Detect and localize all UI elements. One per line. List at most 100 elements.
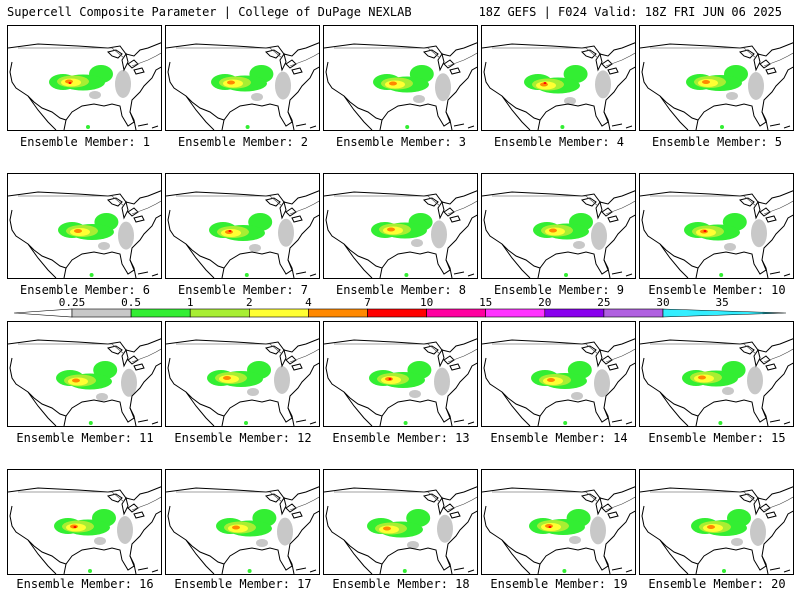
- member-number: 2: [300, 135, 308, 149]
- coastline: [769, 567, 791, 573]
- member-caption-label: Ensemble Member:: [493, 283, 610, 297]
- scp-orange-area: [702, 80, 710, 84]
- national-border: [650, 195, 793, 215]
- member-caption: Ensemble Member: 13: [322, 431, 480, 445]
- coastline: [611, 419, 633, 425]
- scp-grey-area: [274, 366, 290, 394]
- scp-grey-area: [247, 388, 259, 396]
- scp-grey-area: [407, 541, 419, 549]
- scp-green-area: [563, 65, 588, 83]
- coastline: [129, 259, 137, 278]
- coastline: [185, 95, 225, 130]
- scp-green-area: [405, 125, 410, 129]
- member-number: 13: [455, 431, 470, 445]
- scp-green-area: [244, 421, 248, 425]
- ensemble-map-panel: [481, 321, 636, 427]
- member-caption-label: Ensemble Member:: [648, 577, 764, 591]
- colorbar-tick-label: 4: [305, 296, 312, 309]
- great-lakes: [265, 345, 303, 371]
- member-caption: Ensemble Member: 1: [6, 135, 164, 149]
- scp-orange-area: [707, 525, 715, 529]
- member-caption-label: Ensemble Member:: [174, 431, 290, 445]
- great-lakes: [423, 49, 461, 75]
- scp-orange-area: [389, 81, 397, 86]
- member-caption: Ensemble Member: 7: [164, 283, 322, 297]
- great-lakes: [581, 345, 619, 371]
- member-caption-label: Ensemble Member:: [177, 135, 294, 149]
- national-border: [650, 491, 793, 511]
- scp-grey-area: [571, 392, 583, 400]
- scp-grey-area: [564, 97, 576, 105]
- member-caption-label: Ensemble Member:: [19, 135, 136, 149]
- scp-grey-area: [726, 92, 738, 100]
- member-caption: Ensemble Member: 14: [480, 431, 638, 445]
- member-caption: Ensemble Member: 11: [6, 431, 164, 445]
- member-number: 12: [297, 431, 312, 445]
- scp-orange-area: [232, 525, 240, 530]
- map-canvas: [324, 42, 477, 130]
- scp-grey-area: [437, 514, 453, 543]
- map-canvas: [640, 190, 793, 278]
- coastline: [185, 539, 225, 574]
- colorbar-segment: [426, 308, 487, 318]
- member-number: 4: [616, 135, 624, 149]
- scp-grey-area: [573, 241, 585, 249]
- scp-grey-area: [435, 73, 451, 102]
- scp-green-area: [562, 569, 567, 573]
- member-caption: Ensemble Member: 10: [638, 283, 796, 297]
- scp-grey-area: [409, 390, 421, 398]
- coastline: [603, 111, 611, 130]
- ensemble-map-panel: [165, 321, 320, 427]
- scp-green-area: [88, 569, 92, 573]
- scp-grey-area: [747, 366, 763, 395]
- coastline: [343, 95, 383, 130]
- member-caption-label: Ensemble Member:: [648, 431, 764, 445]
- colorbar-segment: [662, 308, 787, 318]
- scp-green-area: [403, 421, 408, 425]
- coastline: [343, 539, 383, 574]
- scp-grey-area: [434, 367, 450, 396]
- member-number: 8: [458, 283, 466, 297]
- member-caption: Ensemble Member: 6: [6, 283, 164, 297]
- ensemble-map-panel: [165, 25, 320, 131]
- member-caption-label: Ensemble Member:: [332, 577, 448, 591]
- coastline: [453, 567, 475, 573]
- coastline: [185, 391, 225, 426]
- colorbar-segment: [189, 308, 250, 318]
- ensemble-map-panel: [323, 25, 478, 131]
- coastline: [761, 259, 769, 278]
- great-lakes: [581, 197, 619, 223]
- coastline: [27, 95, 67, 130]
- scp-orange-area: [223, 376, 231, 380]
- great-lakes: [107, 49, 145, 75]
- colorbar-segment: [71, 308, 132, 318]
- great-lakes: [423, 345, 461, 371]
- national-border: [18, 343, 161, 363]
- member-caption-label: Ensemble Member:: [490, 577, 606, 591]
- map-canvas: [166, 486, 319, 574]
- coastline: [501, 391, 541, 426]
- map-canvas: [324, 190, 477, 278]
- colorbar-tick-label: 0.25: [59, 296, 86, 309]
- coastline: [137, 419, 159, 425]
- member-caption: Ensemble Member: 18: [322, 577, 480, 591]
- member-caption: Ensemble Member: 16: [6, 577, 164, 591]
- scp-red-area: [68, 82, 72, 84]
- product-title: Supercell Composite Parameter | College …: [7, 5, 412, 19]
- scp-grey-area: [595, 70, 611, 99]
- scp-orange-area: [383, 526, 391, 531]
- member-number: 5: [774, 135, 782, 149]
- member-caption: Ensemble Member: 5: [638, 135, 796, 149]
- coastline: [343, 243, 383, 278]
- coastline: [137, 567, 159, 573]
- coastline: [185, 243, 225, 278]
- map-canvas: [482, 338, 635, 426]
- ensemble-map-panel: [323, 321, 478, 427]
- member-caption: Ensemble Member: 4: [480, 135, 638, 149]
- coastline: [769, 123, 791, 129]
- coastline: [659, 539, 699, 574]
- national-border: [334, 195, 477, 215]
- scp-grey-area: [569, 536, 581, 544]
- map-canvas: [640, 42, 793, 130]
- colorbar-tick-label: 7: [364, 296, 371, 309]
